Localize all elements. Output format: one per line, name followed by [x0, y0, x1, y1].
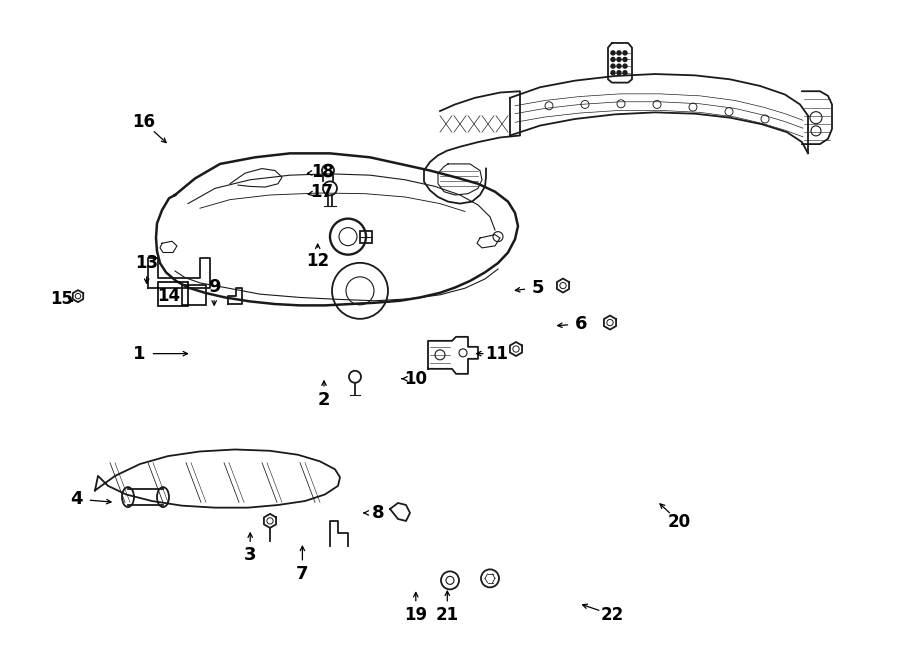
- Text: 19: 19: [404, 605, 428, 624]
- Text: 5: 5: [532, 278, 544, 297]
- Text: 1: 1: [133, 344, 146, 363]
- Text: 6: 6: [575, 315, 588, 333]
- Bar: [360, 231, 372, 243]
- Text: 15: 15: [50, 290, 73, 308]
- Circle shape: [623, 64, 627, 68]
- Text: 22: 22: [600, 605, 624, 624]
- Text: 3: 3: [244, 546, 256, 564]
- Text: 21: 21: [436, 605, 459, 624]
- Circle shape: [617, 58, 621, 61]
- Circle shape: [623, 51, 627, 55]
- Text: 20: 20: [668, 513, 691, 531]
- Circle shape: [611, 64, 615, 68]
- Text: 4: 4: [70, 490, 83, 508]
- Text: 18: 18: [310, 163, 334, 181]
- Text: 13: 13: [135, 254, 158, 272]
- Circle shape: [611, 58, 615, 61]
- Text: 17: 17: [310, 182, 334, 201]
- Text: 16: 16: [132, 113, 156, 132]
- Circle shape: [617, 71, 621, 75]
- Text: 7: 7: [296, 564, 309, 583]
- Circle shape: [611, 51, 615, 55]
- Text: 11: 11: [485, 344, 508, 363]
- Text: 14: 14: [158, 287, 181, 305]
- Text: 9: 9: [208, 278, 220, 296]
- Circle shape: [617, 64, 621, 68]
- Circle shape: [617, 51, 621, 55]
- Text: 12: 12: [306, 252, 329, 270]
- Text: 10: 10: [404, 369, 428, 388]
- Circle shape: [611, 71, 615, 75]
- Text: 8: 8: [372, 504, 384, 522]
- Bar: [182, 286, 206, 305]
- Text: 2: 2: [318, 391, 330, 409]
- Circle shape: [623, 71, 627, 75]
- Circle shape: [623, 58, 627, 61]
